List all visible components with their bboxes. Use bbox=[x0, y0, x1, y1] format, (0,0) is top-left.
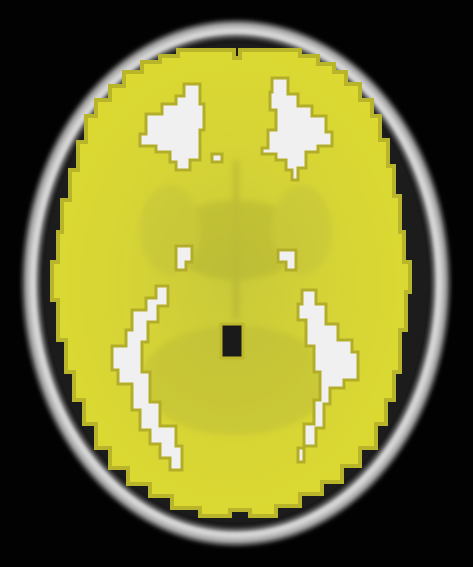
right-frontal-horn bbox=[260, 76, 334, 182]
left-thalamic-gap bbox=[174, 244, 194, 272]
ventricles bbox=[110, 76, 360, 472]
segmentation-overlay bbox=[50, 48, 412, 518]
central-aqueduct bbox=[219, 322, 245, 360]
left-horn-spot bbox=[210, 152, 224, 164]
right-occipital-horn bbox=[296, 288, 360, 464]
skull-ring-inner bbox=[30, 28, 442, 538]
left-occipital-horn bbox=[110, 284, 184, 472]
tissue-shading bbox=[140, 160, 332, 435]
left-frontal-horn bbox=[138, 82, 206, 172]
right-thalamic-gap bbox=[276, 248, 298, 272]
